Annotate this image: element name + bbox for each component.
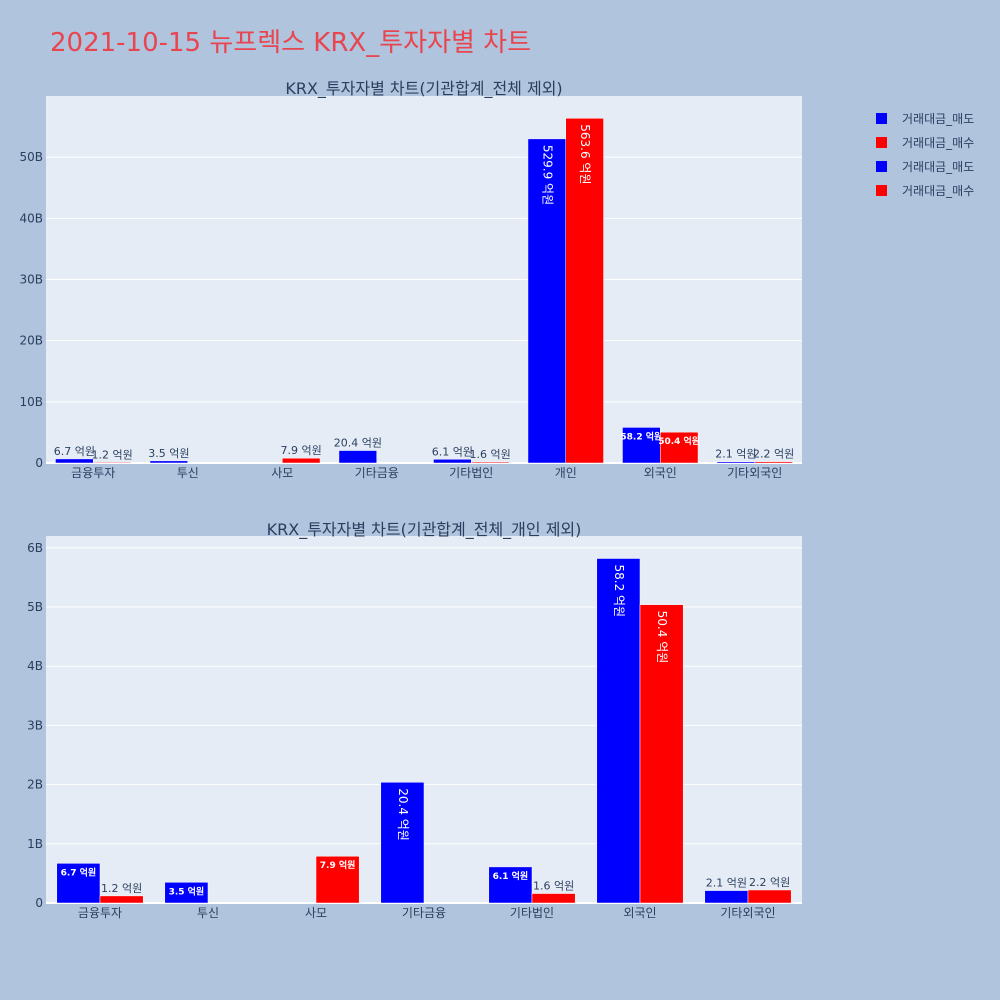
data-label: 2.2 억원 [749, 876, 790, 889]
y-tick-label: 50B [19, 150, 43, 164]
bar-buy [565, 118, 604, 464]
legend-item-sell[interactable]: 거래대금_매도 [876, 154, 974, 178]
bar-buy [639, 604, 684, 904]
bar-buy [471, 461, 510, 464]
y-tick-label: 0 [35, 896, 43, 910]
x-tick-label: 기타법인 [510, 906, 554, 920]
bar-sell [622, 427, 661, 464]
data-label: 2.1 억원 [715, 448, 756, 461]
data-label: 6.1 억원 [432, 445, 473, 458]
x-tick-label: 투신 [177, 466, 199, 480]
data-label: 20.4 억원 [334, 437, 382, 450]
x-tick-label: 투신 [197, 906, 219, 920]
legend-label: 거래대금_매도 [902, 159, 975, 174]
data-label: 1.6 억원 [470, 448, 511, 461]
y-tick-label: 4B [27, 659, 43, 673]
legend-label: 거래대금_매도 [902, 111, 975, 126]
y-tick-label: 6B [27, 541, 43, 555]
data-label: 6.7 억원 [54, 445, 95, 458]
legend-label: 거래대금_매수 [902, 183, 975, 198]
bar-sell [149, 460, 188, 464]
data-label: 7.9 억원 [281, 444, 322, 457]
bar-sell [338, 450, 378, 464]
x-tick-label: 금융투자 [71, 466, 115, 480]
data-label: 3.5 억원 [169, 885, 205, 897]
bar-buy [315, 855, 360, 904]
y-tick-label: 20B [19, 334, 43, 348]
bar-sell [56, 863, 101, 904]
x-tick-label: 개인 [555, 466, 577, 480]
data-label: 50.4 억원 [655, 611, 669, 664]
legend: 거래대금_매도 거래대금_매수 거래대금_매도 거래대금_매수 [876, 106, 974, 202]
x-tick-label: 기타금융 [402, 906, 446, 920]
data-label: 2.2 억원 [753, 448, 794, 461]
x-tick-label: 외국인 [623, 906, 656, 920]
data-label: 1.6 억원 [533, 880, 574, 893]
x-tick-label: 기타금융 [355, 466, 399, 480]
legend-swatch-sell [876, 160, 887, 172]
y-tick-label: 5B [27, 600, 43, 614]
bar-sell [716, 461, 756, 464]
bar-sell [55, 458, 94, 464]
data-label: 529.9 억원 [540, 145, 554, 205]
bar-buy [282, 457, 321, 464]
data-label: 6.1 억원 [493, 870, 529, 882]
legend-swatch-sell [876, 112, 887, 124]
chart-title: KRX_투자자별 차트(기관합계_전체 제외) [285, 79, 562, 99]
chart-title: KRX_투자자별 차트(기관합계_전체_개인 제외) [267, 520, 582, 540]
bar-sell [596, 558, 641, 904]
y-tick-label: 10B [19, 395, 43, 409]
y-tick-label: 0 [35, 456, 43, 470]
data-label: 3.5 억원 [148, 447, 189, 460]
data-label: 2.1 억원 [706, 877, 747, 890]
data-label: 1.2 억원 [92, 448, 133, 461]
data-label: 563.6 억원 [578, 124, 592, 184]
bar-buy [531, 893, 576, 904]
legend-swatch-buy [876, 136, 887, 148]
legend-item-buy[interactable]: 거래대금_매수 [876, 178, 974, 202]
x-tick-label: 외국인 [644, 466, 677, 480]
legend-item-buy[interactable]: 거래대금_매수 [876, 130, 974, 154]
bar-sell [704, 890, 749, 904]
chart-1: 0 10B 20B 30B 40B 50B KRX_투자자별 차트(기관합계_전체 제외) 금… [19, 79, 802, 480]
legend-label: 거래대금_매수 [902, 135, 975, 150]
y-tick-label: 2B [27, 778, 43, 792]
legend-swatch-buy [876, 184, 887, 196]
page-title: 2021-10-15 뉴프렉스 KRX_투자자별 차트 [50, 28, 532, 58]
legend-item-sell[interactable]: 거래대금_매도 [876, 106, 974, 130]
x-tick-label: 기타외국인 [727, 466, 782, 480]
x-tick-label: 사모 [271, 466, 293, 480]
x-tick-label: 기타외국인 [720, 906, 775, 920]
bar-sell [164, 882, 209, 904]
y-tick-label: 40B [19, 211, 43, 225]
data-label: 1.2 억원 [101, 882, 142, 895]
bar-buy [99, 895, 144, 904]
data-label: 6.7 억원 [61, 866, 97, 878]
bar-sell [433, 459, 472, 464]
x-tick-label: 사모 [305, 906, 327, 920]
y-tick-label: 3B [27, 718, 43, 732]
bar-buy [747, 889, 792, 904]
x-tick-label: 기타법인 [449, 466, 493, 480]
data-label: 50.4 억원 [658, 435, 700, 447]
bar-buy [754, 461, 793, 464]
y-tick-label: 30B [19, 273, 43, 287]
data-label: 7.9 억원 [320, 859, 356, 871]
bar-sell [527, 138, 567, 464]
chart-2: 0 1B 2B 3B 4B 5B 6B KRX_투자자별 차트(기관합계_전체_개인 제외) 금… [27, 520, 802, 920]
bar-sell [380, 781, 425, 904]
bar-buy [660, 431, 699, 464]
data-label: 20.4 억원 [396, 788, 410, 841]
y-tick-label: 1B [27, 837, 43, 851]
x-tick-label: 금융투자 [78, 906, 122, 920]
bar-sell [488, 866, 533, 904]
data-label: 58.2 억원 [620, 430, 662, 442]
data-label: 58.2 억원 [612, 564, 626, 617]
bar-buy [93, 462, 132, 464]
